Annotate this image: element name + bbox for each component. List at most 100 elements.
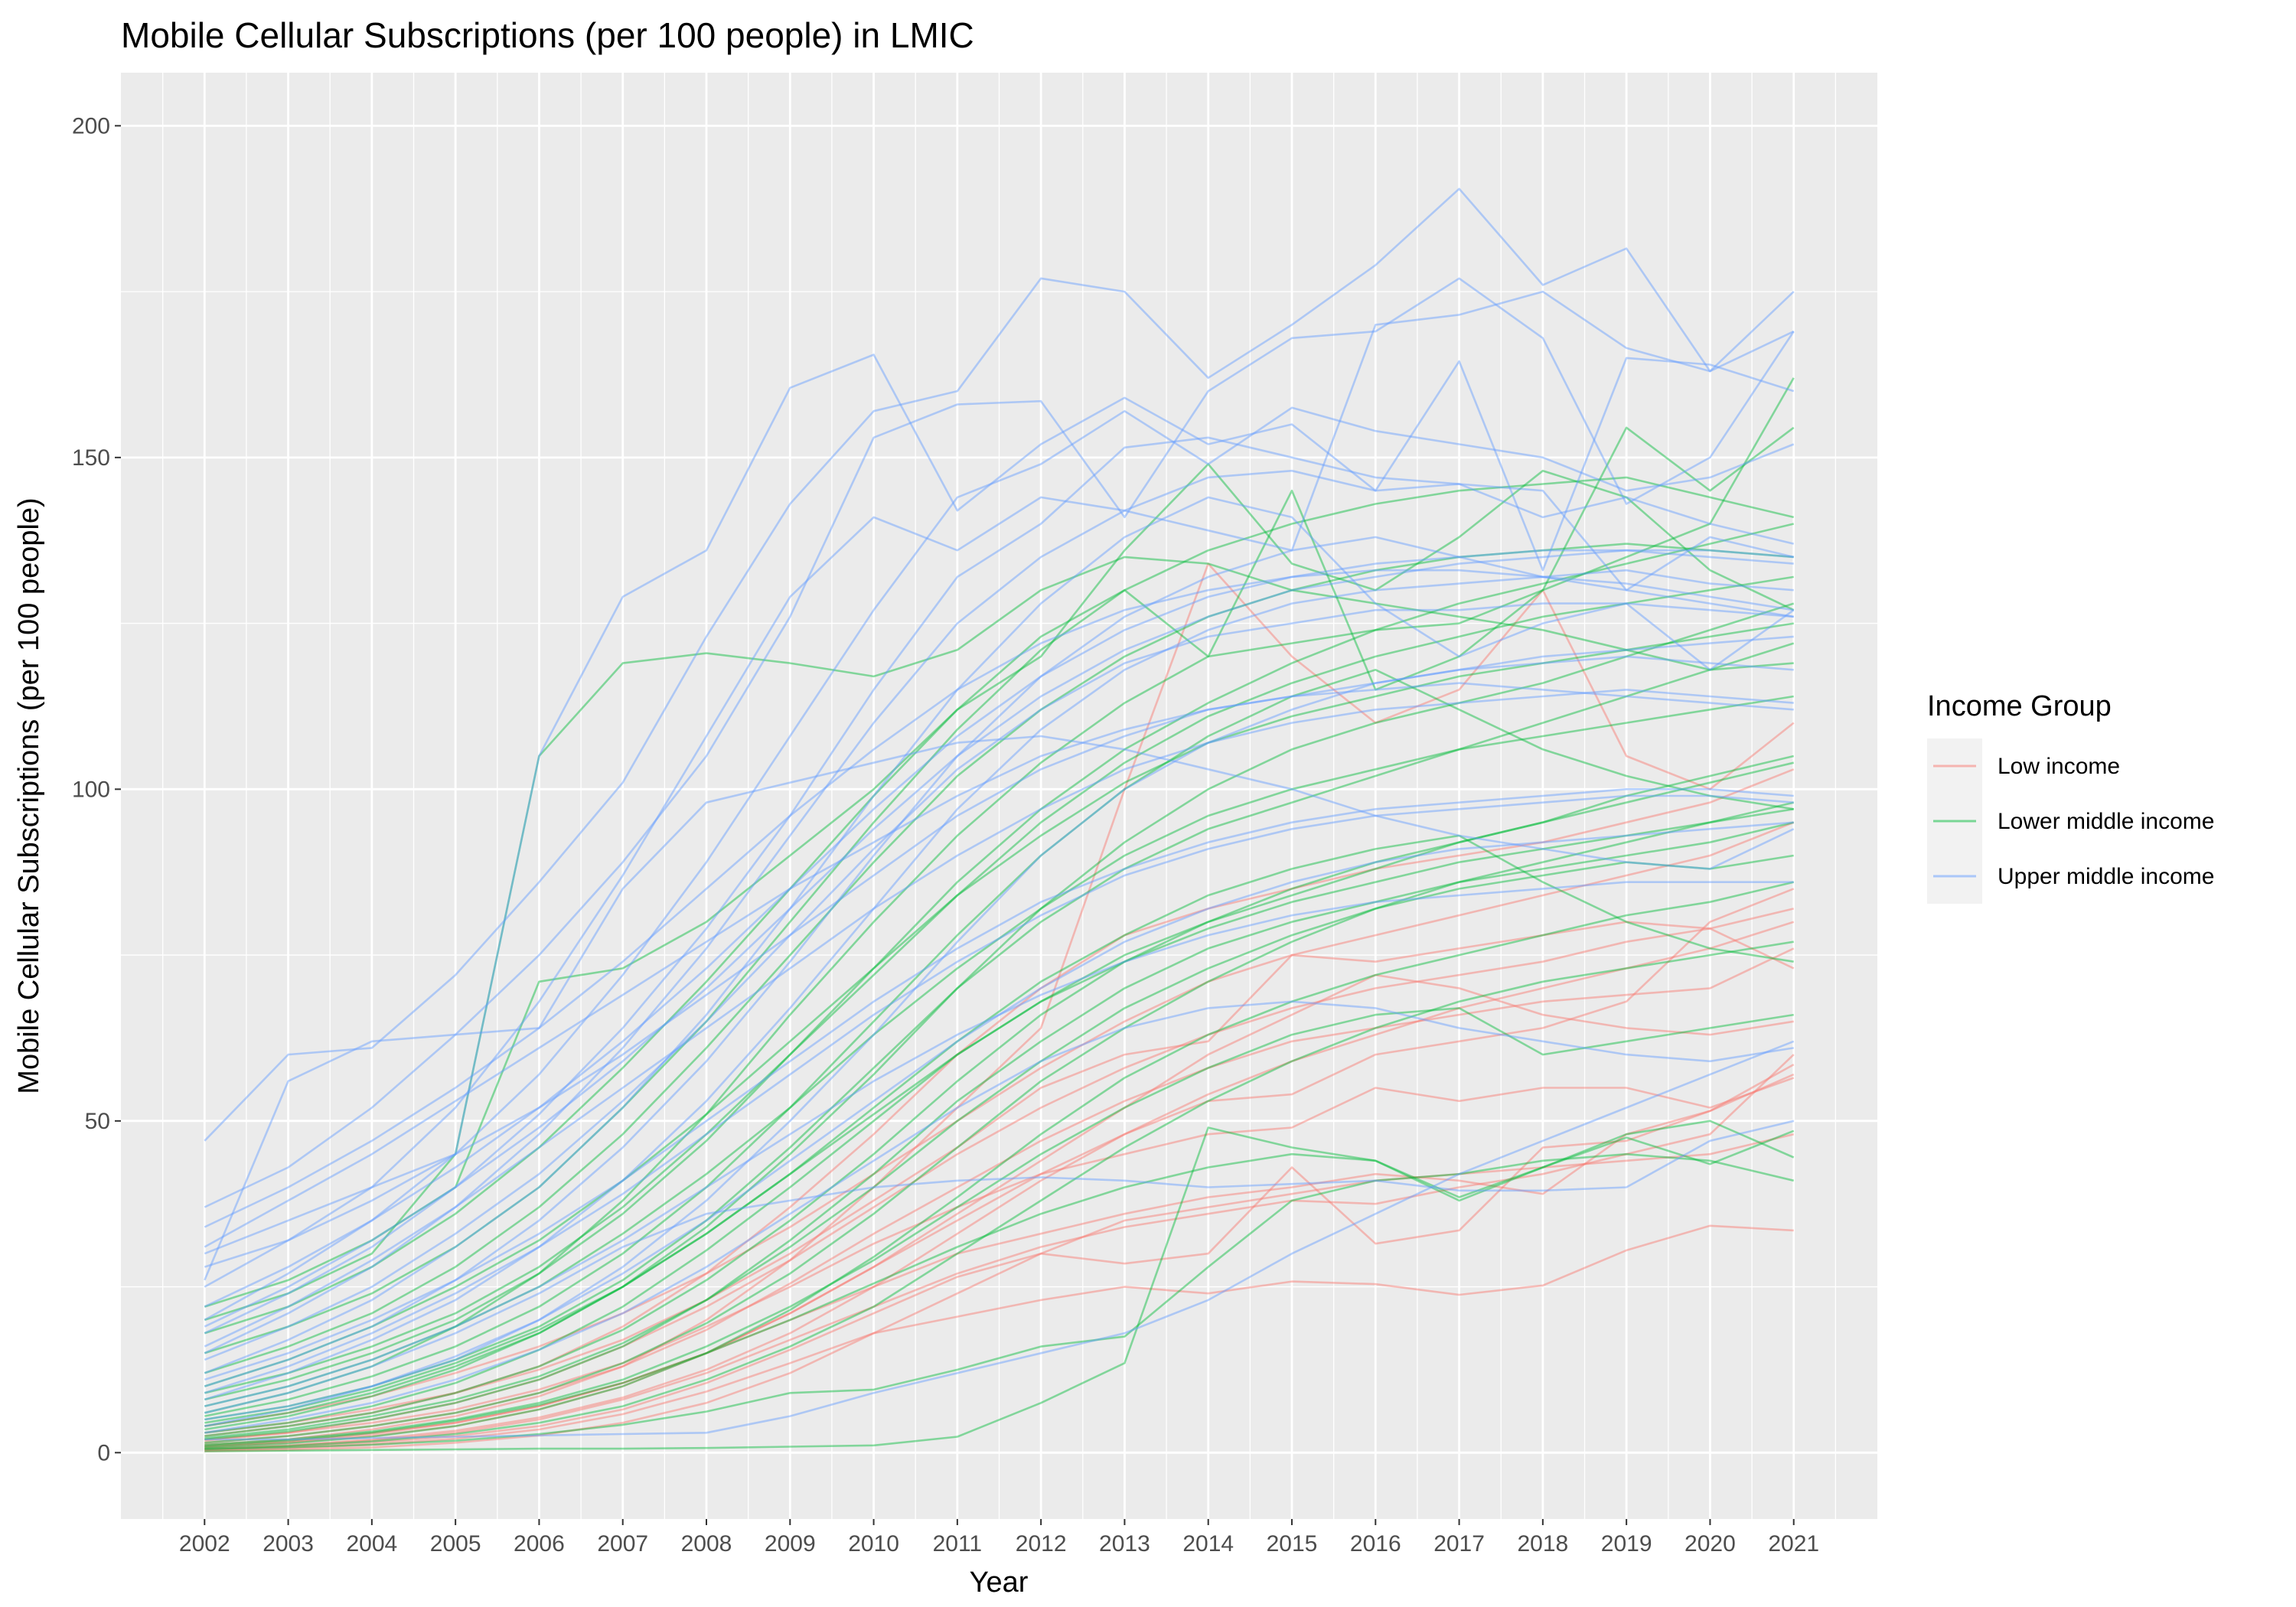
y-axis-title: Mobile Cellular Subscriptions (per 100 p… — [13, 497, 45, 1094]
series-line — [204, 940, 1794, 1450]
series-line — [204, 354, 1795, 1255]
series-line — [204, 549, 1794, 1328]
series-line — [204, 794, 1794, 1394]
series-line — [204, 463, 1795, 1308]
chart-title: Mobile Cellular Subscriptions (per 100 p… — [121, 15, 974, 55]
series-line — [204, 602, 1794, 1361]
series-line — [204, 1126, 1795, 1452]
series-line — [204, 476, 1795, 1354]
series-line — [204, 768, 1795, 1437]
y-tick-label: 200 — [72, 113, 110, 139]
series-line — [204, 834, 1794, 1424]
y-tick-label: 0 — [97, 1440, 110, 1465]
legend: Income Group Low income Lower middle inco… — [1927, 690, 2214, 904]
x-tick-label: 2019 — [1601, 1531, 1652, 1556]
legend-label: Upper middle income — [1998, 864, 2214, 889]
series-line — [204, 377, 1795, 1335]
legend-keys: Low income Lower middle income Upper middl… — [1927, 738, 2214, 904]
series-line — [204, 1054, 1795, 1451]
series-line — [204, 1133, 1795, 1452]
x-tick-label: 2010 — [848, 1531, 899, 1556]
series-line — [204, 569, 1794, 1401]
x-axis: 2002 2003 2004 2005 2006 2007 2008 2009 2010 2011… — [179, 1519, 1819, 1556]
series-line — [204, 881, 1794, 1407]
series-line — [204, 406, 1795, 1322]
series-line — [204, 801, 1795, 1444]
series-line — [204, 1040, 1795, 1441]
series-line — [204, 549, 1794, 1308]
x-tick-label: 2009 — [765, 1531, 816, 1556]
series-line — [204, 788, 1794, 1381]
series-line — [204, 821, 1795, 1427]
series-line — [204, 426, 1795, 1414]
series-line — [204, 1073, 1795, 1447]
series-line — [204, 187, 1795, 1142]
y-tick-label: 50 — [85, 1109, 110, 1134]
series-line — [204, 808, 1794, 1431]
x-tick-label: 2007 — [597, 1531, 648, 1556]
y-tick-label: 150 — [72, 445, 110, 471]
series-line — [204, 277, 1795, 1208]
minor-gridlines — [121, 73, 1877, 1519]
series-line — [204, 1152, 1795, 1451]
x-tick-label: 2003 — [263, 1531, 314, 1556]
series-line — [204, 469, 1795, 1354]
series-line — [204, 642, 1795, 1421]
series-line — [204, 908, 1795, 1434]
x-axis-title: Year — [970, 1566, 1029, 1599]
series-line — [204, 669, 1794, 1417]
series-line — [204, 562, 1795, 1446]
x-tick-label: 2005 — [430, 1531, 481, 1556]
x-tick-label: 2008 — [681, 1531, 732, 1556]
x-tick-label: 2012 — [1016, 1531, 1067, 1556]
series-line — [204, 755, 1795, 1434]
series-line — [204, 821, 1794, 1427]
series-line — [204, 921, 1795, 1450]
series-line — [204, 436, 1795, 1335]
series-line — [204, 523, 1795, 1401]
y-axis: 0 50 100 150 200 — [72, 113, 121, 1465]
x-tick-label: 2004 — [346, 1531, 397, 1556]
major-gridlines — [121, 73, 1877, 1519]
x-tick-label: 2015 — [1267, 1531, 1318, 1556]
series-line — [204, 888, 1795, 1449]
x-tick-label: 2016 — [1350, 1531, 1401, 1556]
series-line — [204, 602, 1795, 1427]
x-tick-label: 2006 — [514, 1531, 565, 1556]
x-tick-label: 2014 — [1182, 1531, 1234, 1556]
series-line — [204, 635, 1794, 1421]
series-line — [204, 575, 1794, 1394]
series-line — [204, 695, 1794, 1407]
series-line — [204, 735, 1795, 1281]
series-line — [204, 1077, 1795, 1441]
series-line — [204, 569, 1794, 1228]
series-lines — [204, 187, 1795, 1452]
series-line — [204, 543, 1794, 1374]
series-line — [204, 881, 1795, 1449]
series-line — [204, 854, 1794, 1439]
x-tick-label: 2017 — [1433, 1531, 1485, 1556]
series-line — [204, 290, 1795, 1288]
series-line — [204, 1120, 1795, 1414]
legend-title: Income Group — [1927, 690, 2112, 722]
series-line — [204, 496, 1795, 1374]
x-tick-label: 2021 — [1768, 1531, 1819, 1556]
y-tick-label: 100 — [72, 777, 110, 802]
series-line — [204, 927, 1795, 1442]
series-line — [204, 973, 1794, 1448]
x-tick-label: 2020 — [1684, 1531, 1736, 1556]
series-line — [204, 947, 1795, 1444]
series-line — [204, 1063, 1795, 1452]
series-line — [204, 1224, 1794, 1452]
x-tick-label: 2002 — [179, 1531, 230, 1556]
series-line — [204, 536, 1794, 1387]
x-tick-label: 2011 — [933, 1531, 983, 1556]
series-line — [204, 622, 1794, 1387]
x-tick-label: 2018 — [1517, 1531, 1568, 1556]
series-line — [204, 821, 1795, 1441]
legend-label: Low income — [1998, 754, 2120, 779]
series-line — [204, 1120, 1795, 1447]
series-line — [204, 655, 1794, 1268]
x-tick-label: 2013 — [1099, 1531, 1150, 1556]
series-line — [204, 556, 1794, 1322]
